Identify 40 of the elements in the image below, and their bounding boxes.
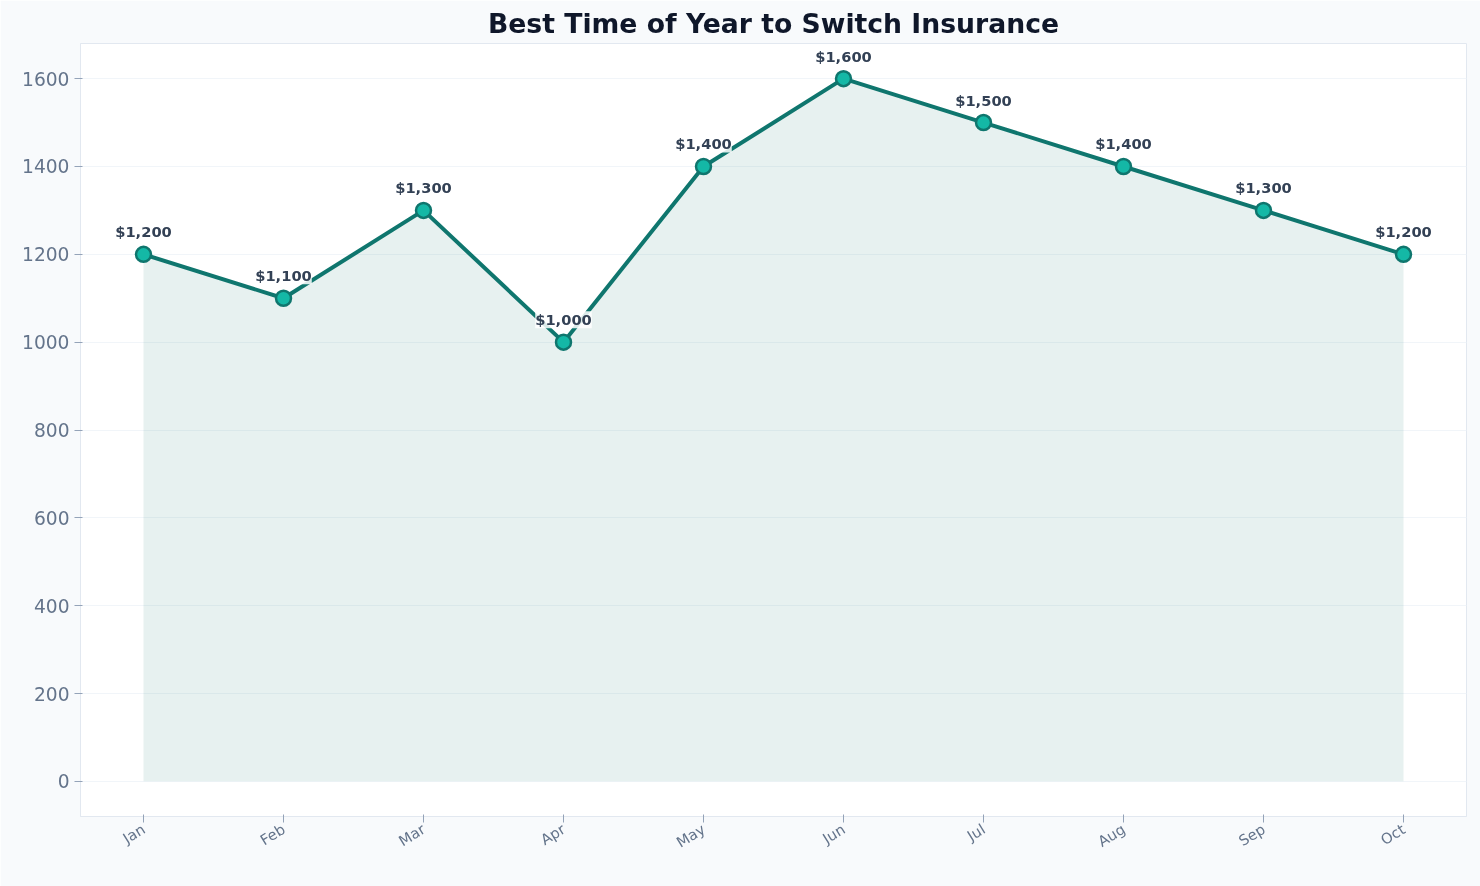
data-label: $1,400 — [675, 135, 732, 153]
x-tick-label: Jan — [118, 820, 148, 848]
data-label: $1,100 — [255, 267, 312, 285]
point — [274, 289, 293, 307]
y-tick-label: 1200 — [22, 244, 70, 266]
point — [834, 69, 853, 88]
x-tick-label: Feb — [256, 820, 288, 849]
y-tick-label: 400 — [33, 595, 70, 617]
y-tick-label: 1600 — [22, 68, 70, 90]
x-tick-label: May — [673, 820, 709, 851]
point — [414, 201, 433, 220]
point — [1254, 201, 1273, 220]
point — [694, 157, 713, 176]
data-label: $1,200 — [1375, 223, 1432, 241]
x-tick-label: Sep — [1235, 820, 1268, 850]
x-tick-label: Aug — [1094, 820, 1128, 850]
y-tick-label: 0 — [57, 771, 70, 793]
data-label: $1,600 — [815, 47, 872, 65]
x-tick-label: Apr — [537, 819, 569, 848]
chart-title: Best Time of Year to Switch Insurance — [487, 7, 1060, 39]
point — [554, 333, 573, 351]
point — [974, 113, 993, 132]
x-tick-label: Jul — [963, 820, 988, 845]
data-label: $1,200 — [115, 223, 172, 241]
x-tick-label: Oct — [1377, 820, 1409, 848]
data-label: $1,300 — [1235, 179, 1292, 197]
y-tick-label: 1000 — [22, 332, 70, 354]
x-tick-label: Mar — [395, 819, 429, 850]
data-label: $1,400 — [1095, 135, 1152, 153]
data-label: $1,300 — [395, 179, 452, 197]
y-tick-label: 600 — [33, 507, 70, 529]
point — [134, 245, 153, 264]
point — [1394, 245, 1413, 264]
y-tick-label: 800 — [33, 420, 70, 441]
data-label: $1,000 — [535, 311, 592, 329]
x-tick-label: Jun — [818, 820, 848, 848]
data-label: $1,500 — [955, 91, 1012, 109]
point — [1114, 157, 1133, 176]
y-tick-label: 1400 — [22, 156, 70, 178]
y-tick-label: 200 — [33, 683, 70, 705]
